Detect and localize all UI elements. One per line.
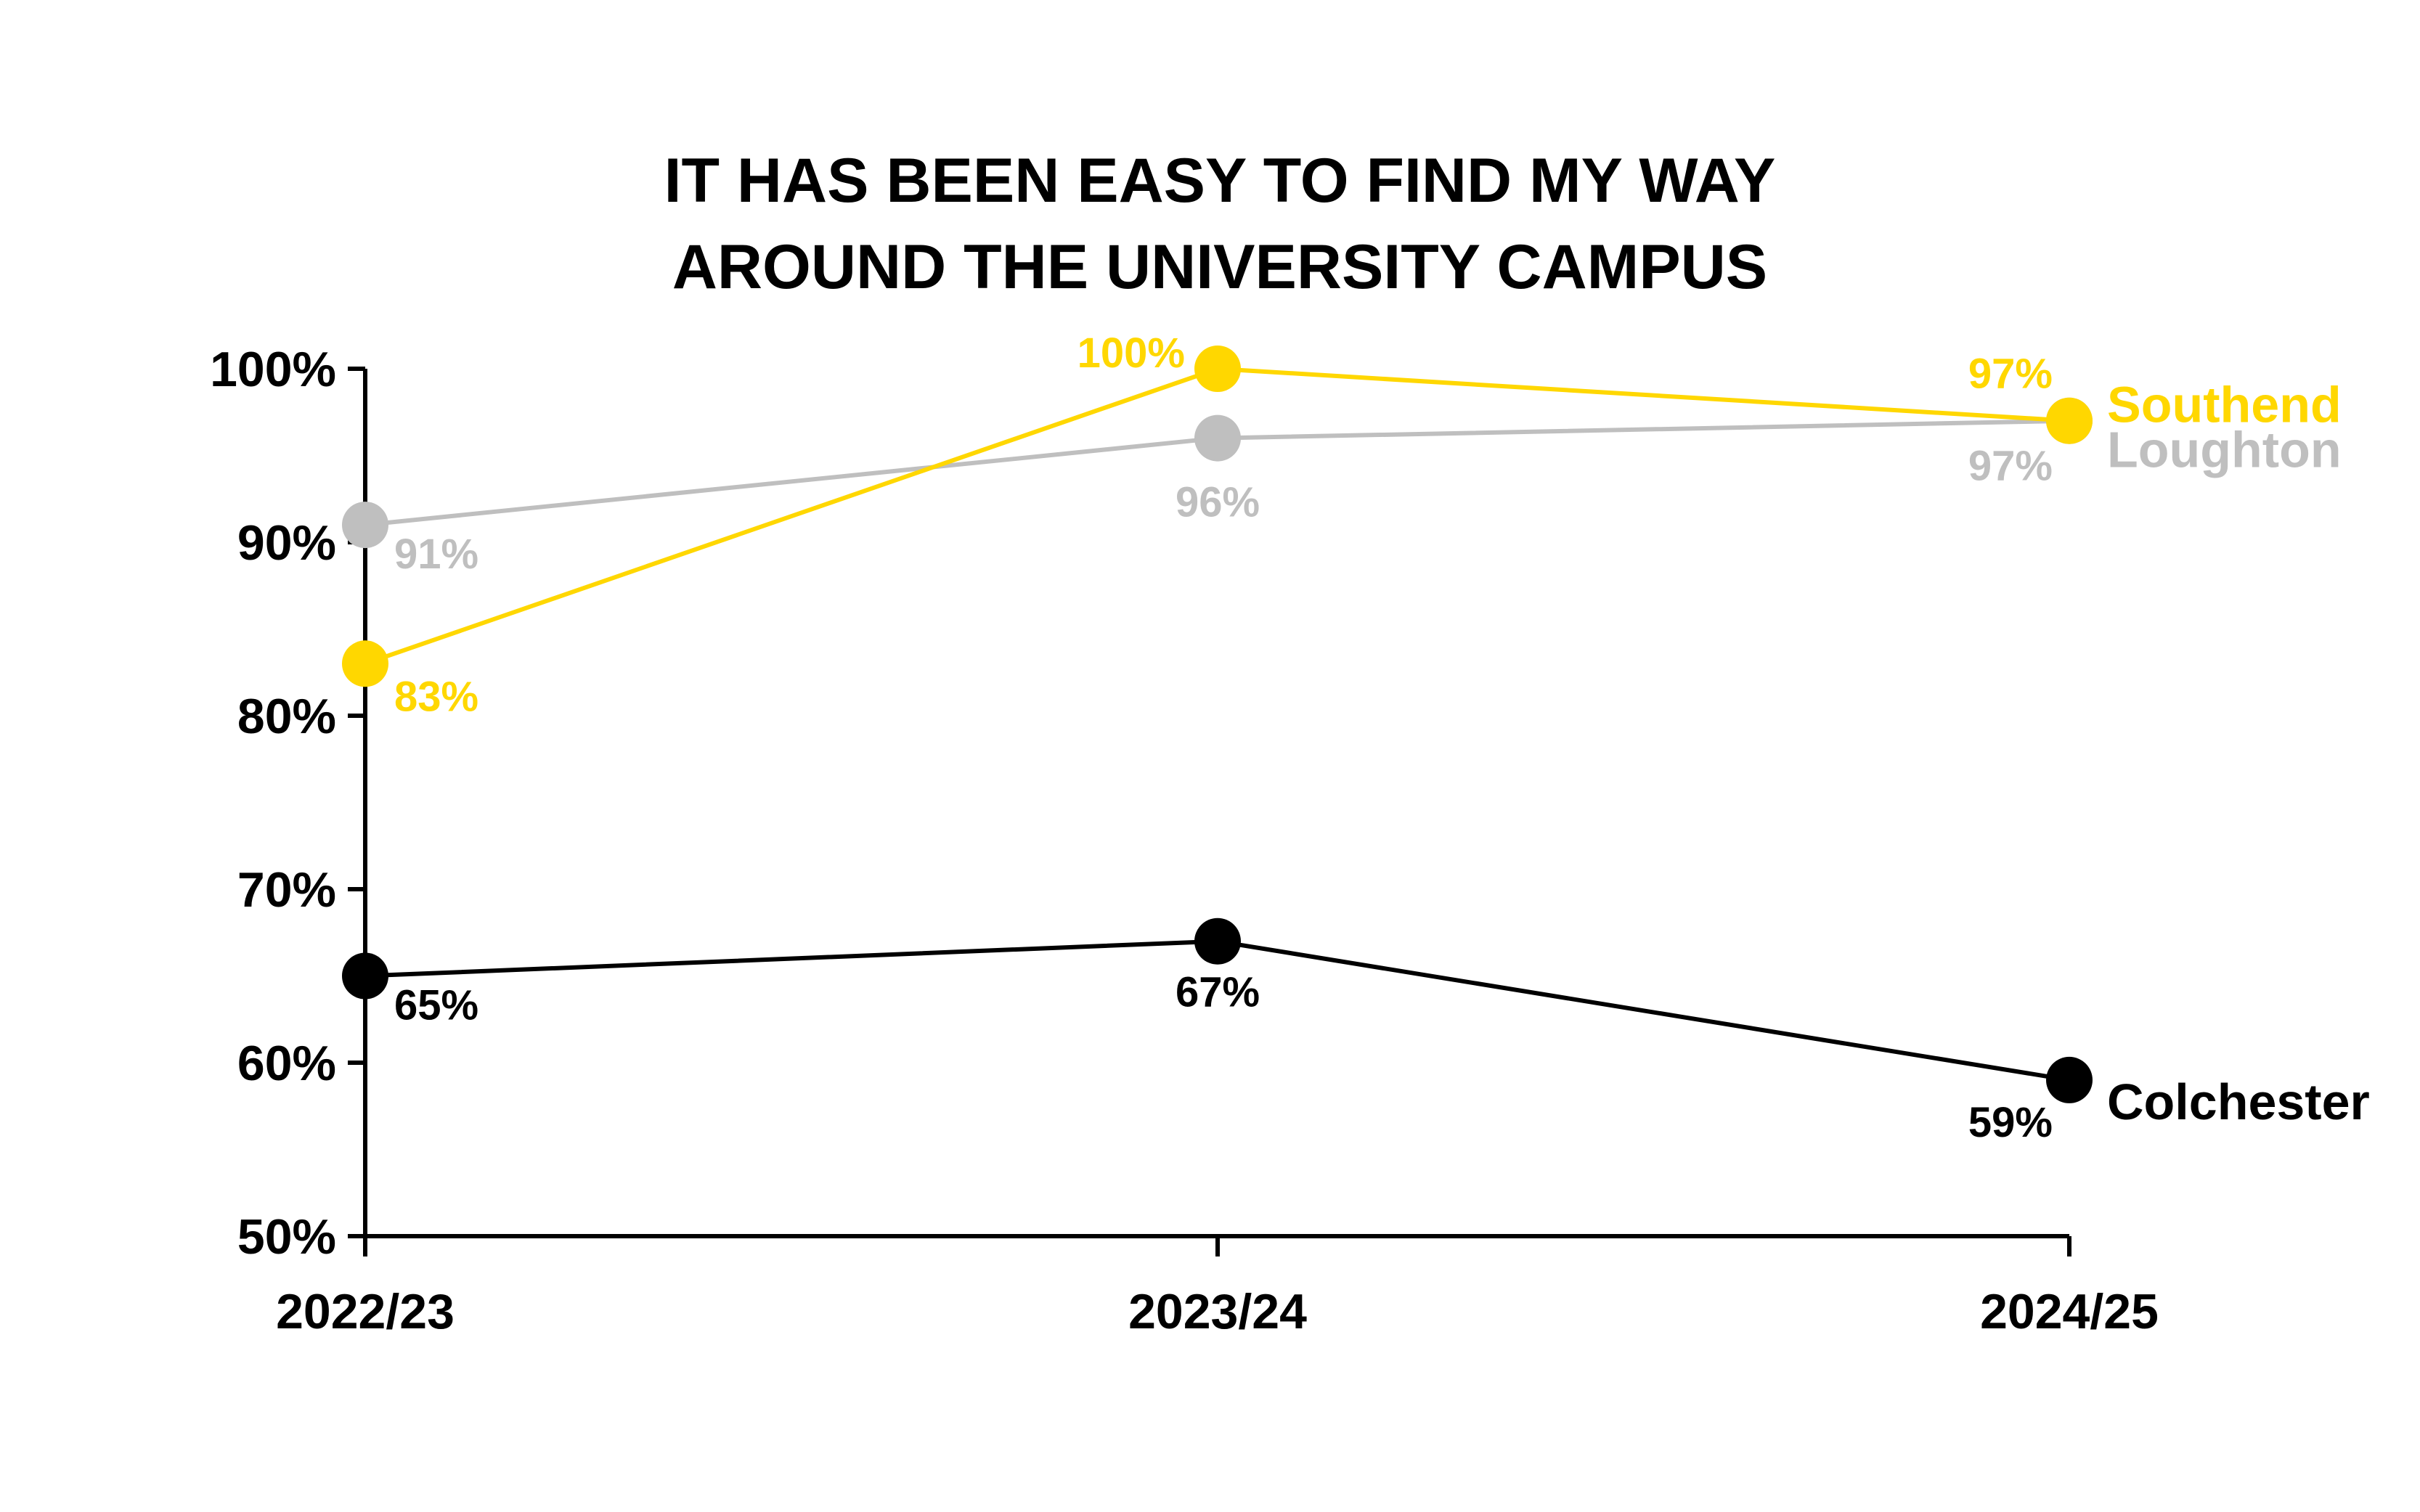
y-tick-label: 100%	[210, 342, 336, 397]
y-tick-label: 90%	[237, 515, 336, 571]
data-point	[1194, 346, 1241, 392]
data-label: 59%	[1968, 1099, 2053, 1146]
data-label: 65%	[394, 982, 478, 1029]
x-tick-label: 2024/25	[1980, 1284, 2159, 1339]
series-name-label: Loughton	[2107, 422, 2342, 478]
data-label: 83%	[394, 673, 478, 720]
y-tick-label: 70%	[237, 862, 336, 918]
series-southend: 83% 100% 97% Southend	[342, 330, 2342, 720]
series-name-label: Colchester	[2107, 1074, 2370, 1130]
data-point	[2046, 397, 2093, 444]
y-tick-label: 80%	[237, 689, 336, 744]
y-tick-label: 60%	[237, 1036, 336, 1091]
data-point	[1194, 918, 1241, 965]
data-label: 91%	[394, 531, 478, 578]
x-tick-label: 2022/23	[276, 1284, 455, 1339]
series-colchester: 65% 67% 59% Colchester	[342, 918, 2370, 1146]
data-label: 97%	[1968, 351, 2053, 398]
series-name-label: Southend	[2107, 377, 2342, 433]
y-tick-label: 50%	[237, 1209, 336, 1264]
data-point	[1194, 414, 1241, 462]
data-label: 96%	[1176, 479, 1260, 526]
data-label: 97%	[1968, 443, 2053, 490]
data-label: 67%	[1176, 969, 1260, 1016]
series-loughton: 91% 96% 97% Loughton	[342, 397, 2342, 578]
axes: 50% 60% 70% 80% 90% 100% 2022/23 2023/24 2024/25	[210, 342, 2159, 1339]
data-point	[342, 952, 388, 1000]
data-point	[2046, 1056, 2093, 1103]
chart-title-line-1: IT HAS BEEN EASY TO FIND MY WAY	[664, 146, 1776, 216]
chart-title-line-2: AROUND THE UNIVERSITY CAMPUS	[672, 232, 1767, 302]
data-label: 100%	[1077, 330, 1185, 377]
x-tick-label: 2023/24	[1128, 1284, 1307, 1339]
series-layer: 91% 96% 97% Loughton 83% 100% 97% Southend 65% 67…	[342, 330, 2370, 1146]
data-point	[342, 502, 388, 549]
data-point	[342, 640, 388, 687]
